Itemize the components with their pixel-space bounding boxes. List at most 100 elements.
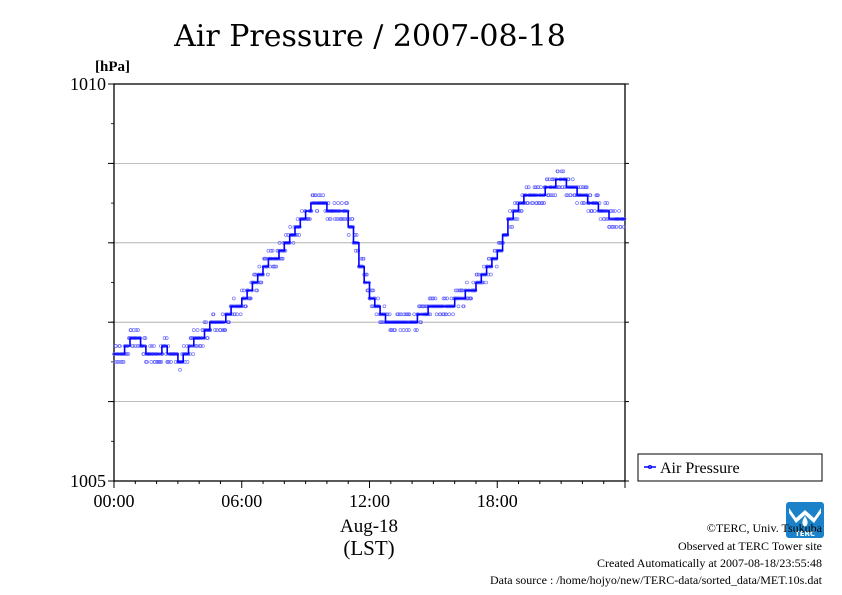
data-point (339, 201, 344, 205)
x-tick-label: 00:00 (93, 491, 134, 511)
data-point (570, 177, 575, 182)
data-point (451, 312, 455, 317)
data-point (564, 193, 569, 197)
data-point (311, 193, 315, 197)
data-point (388, 328, 393, 332)
data-point (526, 201, 530, 205)
data-point (413, 328, 418, 332)
data-point (427, 296, 432, 301)
data-point (494, 264, 499, 269)
data-point (359, 256, 364, 261)
logo-drop-shape (802, 516, 808, 527)
data-point (442, 312, 446, 317)
data-point (157, 360, 161, 364)
data-point (510, 225, 515, 229)
data-point (453, 288, 458, 293)
data-point (622, 225, 626, 229)
data-point (407, 312, 412, 317)
data-point (524, 185, 529, 189)
data-point (277, 241, 282, 245)
data-point (269, 248, 273, 253)
data-point (308, 217, 312, 221)
x-tick-label: 06:00 (221, 491, 262, 511)
data-point (447, 312, 452, 317)
data-point (271, 264, 276, 269)
data-point (162, 336, 167, 340)
data-point (353, 248, 358, 253)
data-point (560, 185, 565, 189)
data-point (142, 336, 147, 340)
data-point (120, 360, 125, 364)
data-point (297, 233, 302, 237)
data-point (350, 217, 355, 221)
data-point (361, 256, 366, 261)
chart-title: Air Pressure / 2007-08-18 (173, 19, 566, 54)
data-point (549, 193, 553, 197)
data-point (553, 193, 558, 197)
data-point (131, 344, 135, 348)
data-point (508, 225, 513, 229)
legend: Air Pressure (637, 453, 823, 482)
data-point (145, 360, 149, 364)
data-point (459, 288, 464, 293)
data-point (252, 272, 256, 277)
data-point (397, 312, 402, 317)
data-point (354, 233, 359, 237)
y-tick-label: 1010 (70, 74, 106, 94)
data-point (345, 201, 349, 205)
data-lines (114, 178, 625, 363)
footer-copyright: ©TERC, Univ. Tsukuba (707, 521, 823, 535)
data-point (274, 264, 279, 269)
data-point (614, 225, 619, 229)
data-point (371, 288, 376, 293)
data-point (240, 288, 244, 293)
data-point (257, 264, 262, 269)
data-point (370, 288, 375, 293)
data-point (211, 312, 216, 317)
data-point (220, 312, 225, 317)
data-point (403, 312, 408, 317)
data-point (259, 280, 264, 285)
data-point (529, 201, 534, 205)
data-point (201, 344, 205, 348)
data-point (300, 209, 304, 213)
data-point (150, 344, 154, 348)
data-point (340, 217, 345, 221)
data-point (514, 217, 518, 221)
data-point (199, 344, 203, 348)
data-point (159, 360, 164, 364)
data-point (279, 256, 284, 261)
legend-box (637, 453, 823, 482)
data-point (431, 296, 436, 301)
grid-lines (114, 162, 625, 403)
data-point (489, 272, 493, 277)
legend-swatch-marker (648, 464, 653, 469)
data-point (242, 288, 246, 293)
data-point (588, 193, 593, 197)
data-point (164, 336, 169, 340)
data-point (404, 328, 409, 332)
data-point (232, 296, 236, 301)
data-point (204, 320, 208, 325)
data-point (315, 209, 320, 213)
data-point (611, 209, 616, 213)
data-point (129, 328, 133, 332)
data-point (339, 217, 344, 221)
data-point (238, 312, 243, 317)
legend-label: Air Pressure (660, 460, 740, 477)
data-point (153, 360, 157, 364)
data-point (244, 304, 248, 309)
data-point (235, 312, 239, 317)
data-point (469, 296, 474, 301)
data-point (113, 360, 117, 364)
x-axis: 00:00 06:00 12:00 18:00 (93, 481, 626, 511)
logo-wave-shape (789, 508, 821, 523)
data-point (441, 296, 446, 301)
data-point (559, 169, 564, 174)
data-point (178, 367, 182, 372)
data-point (149, 360, 154, 364)
y-axis: 1005 1010 (70, 74, 629, 491)
data-point (169, 360, 173, 364)
y-axis-unit: [hPa] (95, 59, 130, 75)
data-point (167, 360, 171, 364)
